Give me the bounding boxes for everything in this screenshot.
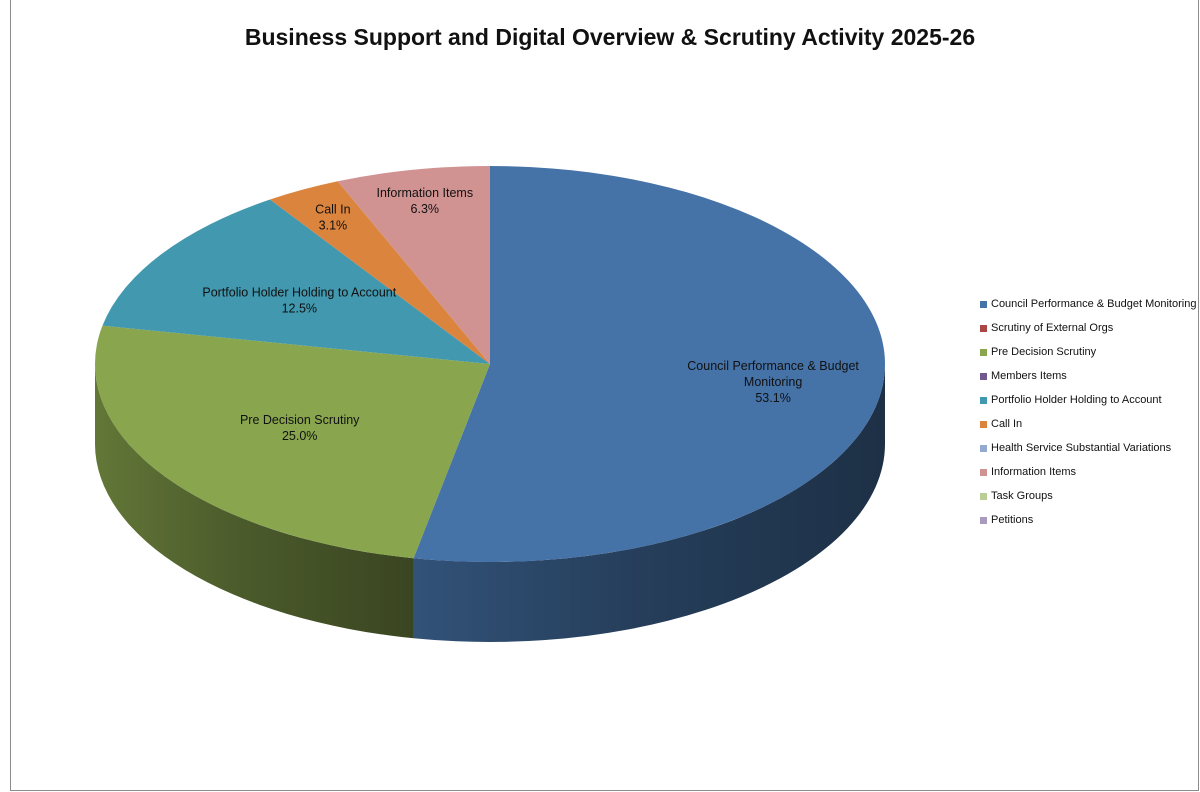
pie-slice-information-items — [337, 166, 490, 364]
legend-label: Task Groups — [991, 490, 1053, 502]
legend-label: Petitions — [991, 514, 1034, 526]
legend-item-information-items: Information Items — [980, 460, 1196, 484]
legend-label: Scrutiny of External Orgs — [991, 322, 1114, 334]
pie-slice-council-performance-and-budget-monitoring — [413, 166, 886, 562]
legend-item-health-service-substantial-variations: Health Service Substantial Variations — [980, 436, 1196, 460]
legend-item-members-items: Members Items — [980, 364, 1196, 388]
legend-item-task-groups: Task Groups — [980, 484, 1196, 508]
pie-side-pre-decision-scrutiny — [95, 364, 414, 639]
legend-label: Health Service Substantial Variations — [991, 442, 1172, 454]
legend-swatch — [980, 468, 987, 476]
data-label-information-items: Information Items 6.3% — [377, 186, 474, 216]
pie-slice-portfolio-holder-holding-to-account — [102, 199, 491, 364]
legend-label: Members Items — [991, 370, 1067, 382]
legend-label: Portfolio Holder Holding to Account — [991, 394, 1162, 406]
legend-swatch — [980, 396, 987, 404]
legend-label: Information Items — [991, 466, 1076, 478]
legend-item-scrutiny-of-external-orgs: Scrutiny of External Orgs — [980, 316, 1196, 340]
legend-swatch — [980, 444, 987, 452]
data-label-council-performance-and-budget-monitoring: Council Performance & Budget Monitoring 53… — [687, 359, 859, 405]
legend-item-call-in: Call In — [980, 412, 1196, 436]
legend-swatch — [980, 300, 987, 308]
pie-slice-call-in — [270, 181, 490, 364]
data-label-call-in: Call In 3.1% — [315, 203, 350, 233]
pie-side-council-performance-and-budget-monitoring — [413, 364, 885, 642]
pie-slice-pre-decision-scrutiny — [94, 325, 490, 559]
legend-item-portfolio-holder-holding-to-account: Portfolio Holder Holding to Account — [980, 388, 1196, 412]
data-label-portfolio-holder-holding-to-account: Portfolio Holder Holding to Account 12.5% — [202, 285, 396, 315]
data-label-pre-decision-scrutiny: Pre Decision Scrutiny 25.0% — [240, 413, 360, 443]
legend-item-pre-decision-scrutiny: Pre Decision Scrutiny — [980, 340, 1196, 364]
legend-swatch — [980, 420, 987, 428]
legend-label: Call In — [991, 418, 1023, 430]
legend-swatch — [980, 492, 987, 500]
legend-swatch — [980, 324, 987, 332]
legend-label: Pre Decision Scrutiny — [991, 346, 1097, 358]
legend-swatch — [980, 516, 987, 524]
legend-label: Council Performance & Budget Monitoring — [991, 298, 1197, 310]
legend-swatch — [980, 372, 987, 380]
legend-item-petitions: Petitions — [980, 508, 1196, 532]
legend-swatch — [980, 348, 987, 356]
legend-item-council-performance-and-budget-monitoring: Council Performance & Budget Monitoring — [980, 292, 1196, 316]
chart-title: Business Support and Digital Overview & … — [244, 24, 976, 50]
chart-legend: Council Performance & Budget Monitoring S… — [980, 292, 1196, 532]
